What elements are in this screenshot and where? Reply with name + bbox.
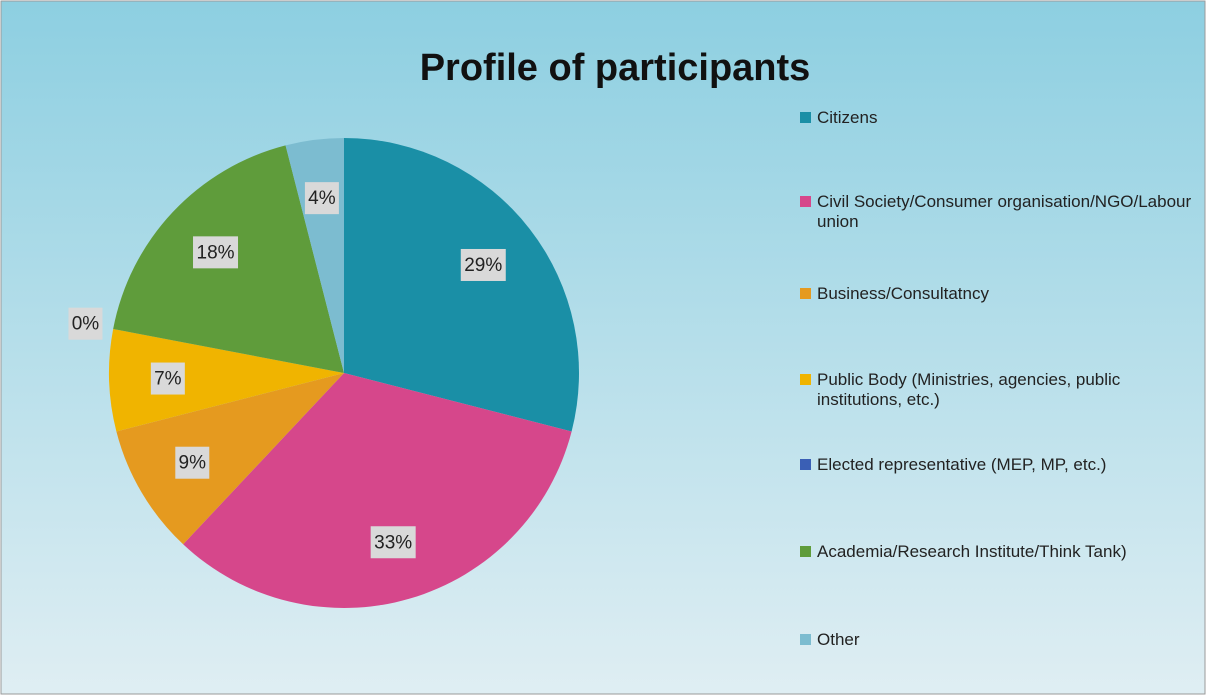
legend-label: Civil Society/Consumer organisation/NGO/… bbox=[817, 192, 1192, 231]
data-label-box bbox=[304, 182, 339, 215]
data-label: 9% bbox=[179, 453, 207, 474]
legend-swatch bbox=[800, 288, 811, 299]
legend-item: Elected representative (MEP, MP, etc.) bbox=[800, 455, 1205, 475]
pie-slice bbox=[183, 373, 572, 608]
data-label-box bbox=[68, 307, 103, 340]
data-label: 0% bbox=[72, 314, 100, 335]
legend-label: Public Body (Ministries, agencies, publi… bbox=[817, 370, 1121, 409]
data-label-box bbox=[460, 248, 506, 281]
legend-swatch bbox=[800, 459, 811, 470]
pie-slice bbox=[344, 138, 580, 432]
legend-item: Civil Society/Consumer organisation/NGO/… bbox=[800, 192, 1205, 232]
pie-slice bbox=[116, 373, 344, 545]
legend-item: Academia/Research Institute/Think Tank) bbox=[800, 542, 1205, 562]
data-label-box bbox=[150, 362, 185, 395]
data-label-box bbox=[175, 446, 210, 479]
legend-swatch bbox=[800, 112, 811, 123]
legend-label: Citizens bbox=[817, 108, 878, 127]
legend-item: Citizens bbox=[800, 108, 1205, 128]
legend-swatch bbox=[800, 634, 811, 645]
data-label: 4% bbox=[308, 188, 336, 209]
legend-swatch bbox=[800, 546, 811, 557]
data-label-box bbox=[370, 526, 416, 559]
legend-swatch bbox=[800, 374, 811, 385]
legend-label: Elected representative (MEP, MP, etc.) bbox=[817, 455, 1107, 474]
legend-swatch bbox=[800, 196, 811, 207]
data-label-box bbox=[193, 236, 239, 269]
legend-label: Other bbox=[817, 630, 860, 649]
legend-label: Academia/Research Institute/Think Tank) bbox=[817, 542, 1127, 561]
pie-slice bbox=[113, 328, 344, 373]
data-label: 29% bbox=[464, 255, 502, 276]
legend-item: Business/Consultatncy bbox=[800, 284, 1205, 304]
data-label: 33% bbox=[374, 532, 412, 553]
legend-item: Public Body (Ministries, agencies, publi… bbox=[800, 370, 1205, 410]
pie-slice bbox=[108, 328, 344, 432]
data-label: 7% bbox=[154, 369, 182, 390]
legend-label: Business/Consultatncy bbox=[817, 284, 989, 303]
chart-title: Profile of participants bbox=[420, 47, 811, 89]
data-label: 18% bbox=[197, 242, 235, 263]
legend-item: Other bbox=[800, 630, 1205, 650]
